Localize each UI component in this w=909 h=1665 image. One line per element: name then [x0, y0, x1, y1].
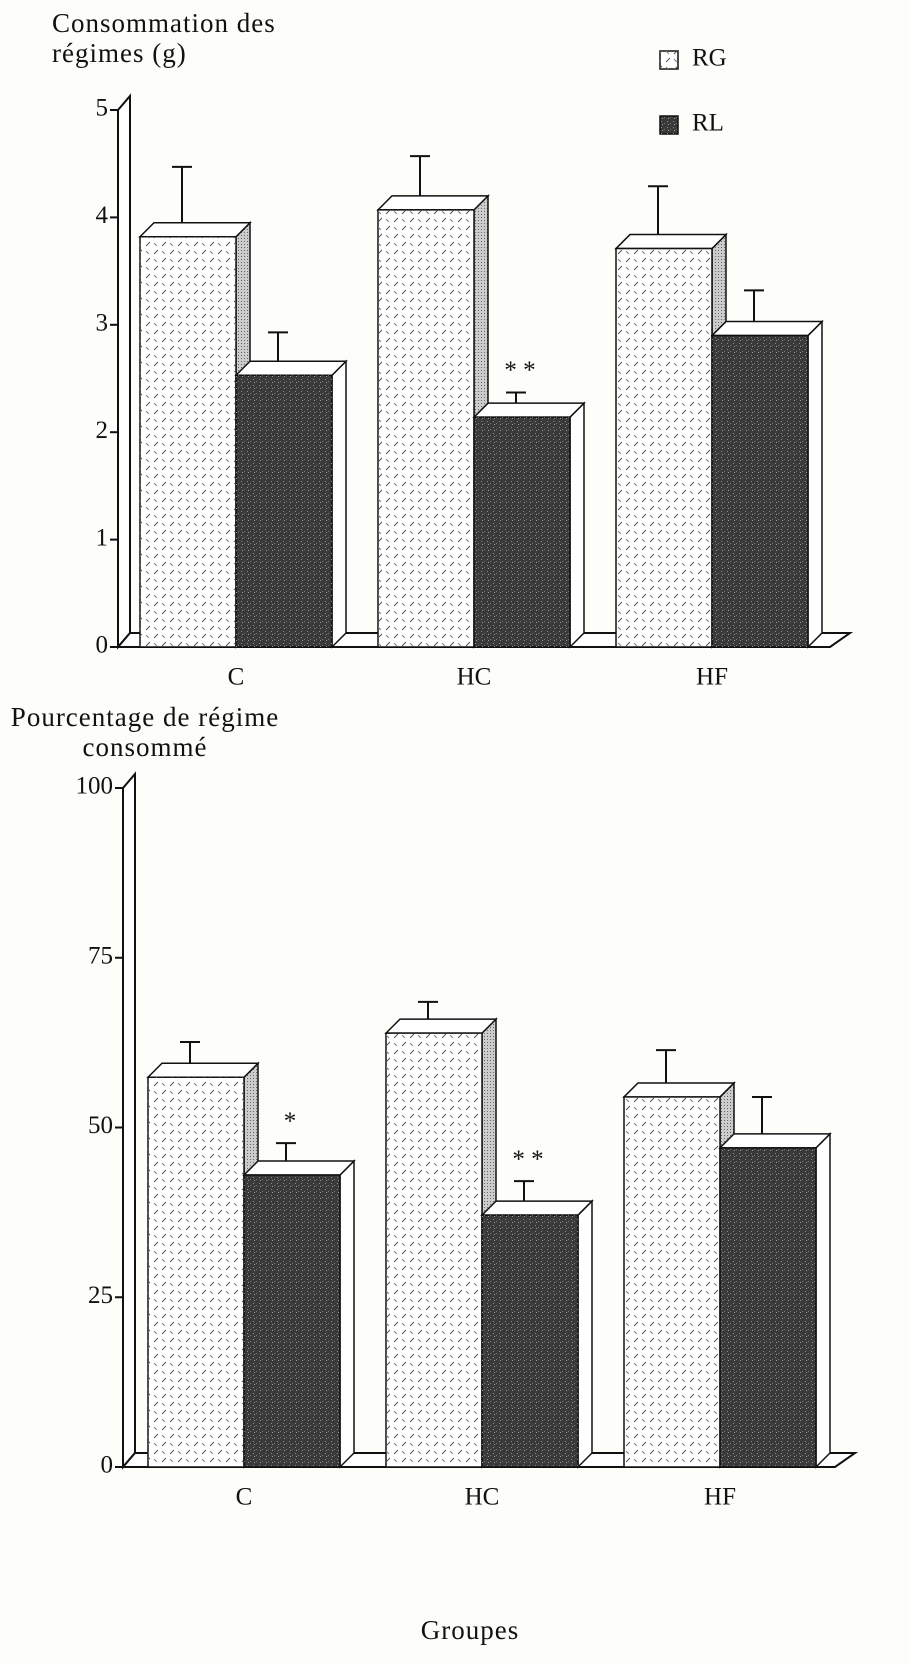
bar	[139, 235, 237, 648]
bar-top	[138, 221, 252, 238]
bar	[481, 1214, 579, 1468]
legend-texture	[660, 51, 678, 69]
bar-side	[331, 359, 347, 649]
error-bar	[180, 1040, 200, 1064]
error-bar	[268, 331, 288, 362]
legend-label: RG	[692, 45, 727, 72]
annotation: *	[284, 1108, 297, 1135]
error-bar	[744, 289, 764, 322]
x-tick-label: C	[228, 664, 245, 691]
bar	[719, 1147, 817, 1468]
bar	[711, 334, 809, 648]
bar-top	[384, 1018, 498, 1034]
bar-side	[339, 1159, 355, 1469]
y-tick-label: 5	[96, 95, 109, 122]
error-bar	[656, 1049, 676, 1083]
annotation: * *	[504, 357, 535, 384]
error-bar	[752, 1095, 772, 1134]
error-bar	[514, 1180, 534, 1202]
y-axis-label: Consommation des régimes (g)	[52, 8, 276, 68]
legend-label: RL	[692, 110, 724, 137]
bar	[623, 1096, 721, 1468]
bar	[473, 416, 571, 648]
bar-side	[807, 319, 823, 649]
y-axis-label: Pourcentage de régime consommé	[10, 702, 280, 762]
error-bar	[648, 185, 668, 235]
bar-top	[480, 1200, 594, 1216]
bar-top	[376, 195, 490, 211]
bar	[377, 209, 475, 648]
bar-top	[234, 360, 348, 377]
bar-side	[815, 1132, 831, 1469]
x-tick-label: HF	[696, 664, 728, 691]
legend-texture	[660, 116, 678, 134]
error-bar	[276, 1142, 296, 1162]
y-tick-label: 0	[96, 632, 109, 659]
y-tick-label: 75	[88, 942, 113, 969]
error-bar	[172, 165, 192, 223]
bar-top	[614, 233, 728, 250]
y-tick-label: 2	[96, 417, 109, 444]
bar	[147, 1076, 245, 1468]
y-tick-label: 4	[96, 202, 109, 229]
bar-top	[472, 402, 586, 418]
x-tick-label: C	[236, 1484, 253, 1511]
y-tick-label: 3	[96, 310, 109, 337]
x-axis-label: Groupes	[420, 1615, 520, 1645]
x-tick-label: HF	[704, 1484, 736, 1511]
error-bar	[506, 391, 526, 404]
bar	[615, 247, 713, 648]
axis-wall	[117, 93, 131, 650]
y-tick-label: 50	[88, 1112, 113, 1139]
x-tick-label: HC	[457, 664, 492, 691]
bar	[243, 1174, 341, 1468]
bar-side	[569, 401, 585, 649]
error-bar	[418, 1000, 438, 1020]
bar-top	[710, 320, 824, 337]
bar-top	[622, 1082, 736, 1098]
y-tick-label: 25	[88, 1282, 113, 1309]
bar	[235, 374, 333, 648]
bar	[385, 1032, 483, 1468]
bar-top	[146, 1062, 260, 1079]
x-tick-label: HC	[465, 1484, 500, 1511]
y-tick-label: 0	[101, 1452, 114, 1479]
annotation: * *	[512, 1146, 543, 1173]
y-tick-label: 100	[76, 773, 114, 800]
bar-side	[577, 1199, 593, 1469]
y-tick-label: 1	[96, 524, 109, 551]
error-bar	[410, 155, 430, 196]
axis-wall	[122, 771, 136, 1470]
bar-top	[718, 1133, 832, 1149]
bar-top	[242, 1160, 356, 1176]
